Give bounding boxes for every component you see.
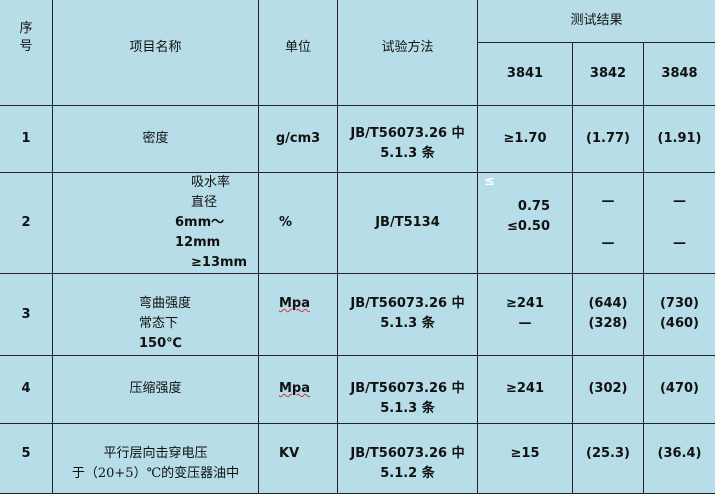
result-3848: (1.91)	[644, 106, 715, 173]
row-no: 2	[0, 173, 53, 274]
result-3848: ——	[644, 173, 715, 274]
header-model-3842: 3842	[573, 43, 644, 106]
row-name: 密度	[53, 106, 259, 173]
row-unit: KV	[259, 424, 338, 494]
name-line: 6mm～12mm	[111, 213, 258, 253]
header-model-3841: 3841	[478, 43, 573, 106]
method-line: 5.1.2 条	[338, 464, 477, 484]
result-line: (644)	[573, 294, 643, 314]
row-name: 弯曲强度 常态下 150℃	[53, 274, 259, 356]
dash: —	[573, 234, 643, 254]
dash: —	[644, 192, 715, 212]
name-line: ≥13mm	[111, 253, 258, 273]
row-no: 4	[0, 356, 53, 424]
name-line: 于（20+5）℃的变压器油中	[53, 464, 258, 484]
method-line: 5.1.3 条	[338, 144, 477, 164]
header-results: 测试结果	[478, 0, 715, 43]
table-row: 2 吸水率 直径 6mm～12mm ≥13mm % JB/T5134 ≤ 0.7…	[0, 173, 715, 274]
method-line: JB/T56073.26 中	[338, 294, 477, 314]
header-model-3848: 3848	[644, 43, 715, 106]
result-line: ≤	[478, 175, 550, 189]
method-line: JB/T56073.26 中	[338, 124, 477, 144]
result-3848: (36.4)	[644, 424, 715, 494]
result-line: —	[478, 314, 572, 334]
header-seq: 序 号	[0, 0, 53, 106]
result-3841: ≤ 0.75 ≤0.50	[478, 173, 573, 274]
result-line: 0.75	[478, 189, 550, 217]
result-3842: (302)	[573, 356, 644, 424]
method-line: 5.1.3 条	[338, 399, 477, 419]
result-3841: ≥15	[478, 424, 573, 494]
row-name: 压缩强度	[53, 356, 259, 424]
header-name: 项目名称	[53, 0, 259, 106]
name-line: 密度	[53, 129, 258, 149]
result-line: ≤0.50	[478, 217, 550, 237]
header-method: 试验方法	[338, 0, 478, 106]
method-line: JB/T56073.26 中	[338, 379, 477, 399]
name-line: 150℃	[139, 334, 258, 354]
name-line: 平行层向击穿电压	[53, 444, 258, 464]
name-line: 吸水率	[111, 173, 258, 193]
dash: —	[644, 234, 715, 254]
result-3842: (25.3)	[573, 424, 644, 494]
row-method: JB/T5134	[338, 173, 478, 274]
table-row: 5 平行层向击穿电压于（20+5）℃的变压器油中 KV JB/T56073.26…	[0, 424, 715, 494]
row-unit: g/cm3	[259, 106, 338, 173]
result-3841: ≥241—	[478, 274, 573, 356]
row-unit: %	[259, 173, 338, 274]
result-line: (328)	[573, 314, 643, 334]
result-line: ≥241	[478, 294, 572, 314]
result-3842: (644)(328)	[573, 274, 644, 356]
row-no: 5	[0, 424, 53, 494]
header-unit: 单位	[259, 0, 338, 106]
result-3841: ≥1.70	[478, 106, 573, 173]
row-name: 吸水率 直径 6mm～12mm ≥13mm	[53, 173, 259, 274]
unit-text: Mpa	[279, 381, 310, 396]
unit-text: Mpa	[279, 296, 310, 311]
row-unit: Mpa	[259, 356, 338, 424]
result-3848: (470)	[644, 356, 715, 424]
name-line: 常态下	[139, 314, 258, 334]
dash: —	[573, 192, 643, 212]
result-line: (730)	[644, 294, 715, 314]
method-line: 5.1.3 条	[338, 314, 477, 334]
name-line: 直径	[111, 193, 258, 213]
name-line: 压缩强度	[53, 379, 258, 399]
row-name: 平行层向击穿电压于（20+5）℃的变压器油中	[53, 424, 259, 494]
method-line: JB/T56073.26 中	[338, 444, 477, 464]
row-no: 3	[0, 274, 53, 356]
result-3842: ——	[573, 173, 644, 274]
row-unit: Mpa	[259, 274, 338, 356]
result-3842: (1.77)	[573, 106, 644, 173]
result-line: (460)	[644, 314, 715, 334]
row-no: 1	[0, 106, 53, 173]
method-line: JB/T5134	[338, 213, 477, 233]
name-line: 弯曲强度	[139, 294, 258, 314]
result-3841: ≥241	[478, 356, 573, 424]
result-3848: (730)(460)	[644, 274, 715, 356]
